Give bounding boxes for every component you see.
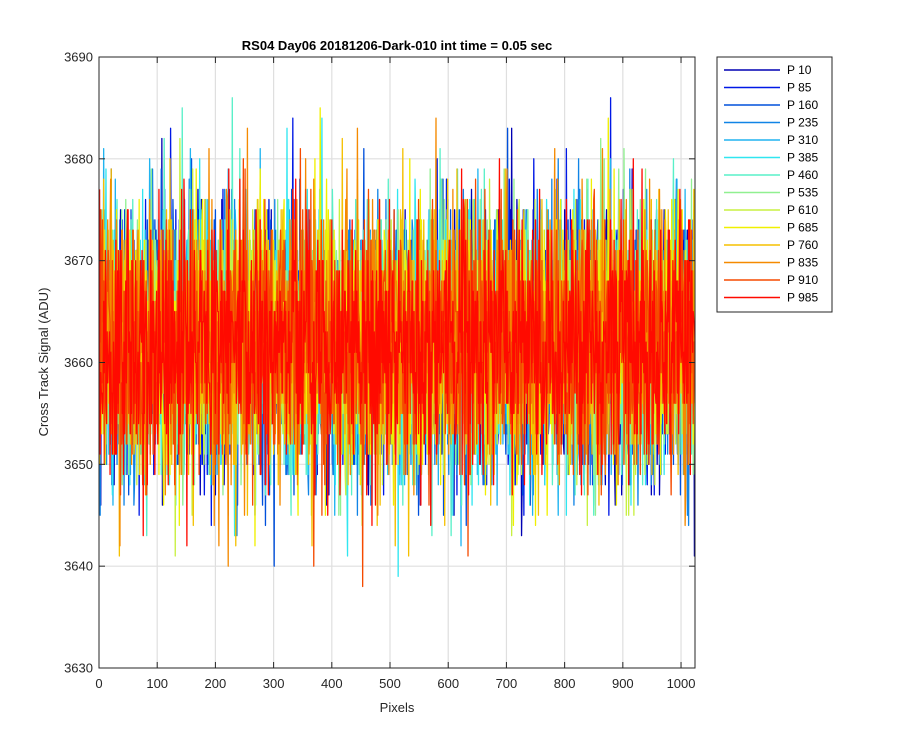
- y-tick-label: 3690: [64, 50, 93, 65]
- legend-entry-p-85: P 85: [724, 81, 812, 95]
- legend-label: P 910: [787, 273, 818, 287]
- x-tick-label: 100: [146, 676, 168, 691]
- legend-label: P 235: [787, 116, 818, 130]
- legend-entry-p-985: P 985: [724, 291, 818, 305]
- legend-label: P 160: [787, 98, 818, 112]
- legend: P 10 P 85 P 160 P 235 P 310 P 385 P 460 P 535 P …: [716, 56, 833, 313]
- x-axis-ticks: 0 100 200 300 400 500 600 700 800 900 1000: [95, 57, 695, 691]
- legend-entry-p-310: P 310: [724, 133, 818, 147]
- legend-label: P 760: [787, 238, 818, 252]
- legend-entry-p-760: P 760: [724, 238, 818, 252]
- legend-entry-p-610: P 610: [724, 203, 818, 217]
- legend-label: P 835: [787, 256, 818, 270]
- legend-label: P 310: [787, 133, 818, 147]
- legend-label: P 85: [787, 81, 812, 95]
- y-tick-label: 3640: [64, 559, 93, 574]
- legend-entry-p-160: P 160: [724, 98, 818, 112]
- y-tick-label: 3670: [64, 253, 93, 268]
- series-line-p-910: [99, 148, 695, 588]
- legend-box: [716, 56, 833, 313]
- legend-entry-p-10: P 10: [724, 63, 812, 77]
- series-line-p-985: [99, 158, 695, 547]
- x-tick-label: 500: [379, 676, 401, 691]
- series-group: [99, 97, 695, 588]
- plot-area: 0 100 200 300 400 500 600 700 800 900 1000 3630 364…: [64, 50, 696, 691]
- x-tick-label: 700: [496, 676, 518, 691]
- y-tick-label: 3660: [64, 355, 93, 370]
- x-tick-label: 600: [437, 676, 459, 691]
- legend-label: P 460: [787, 168, 818, 182]
- legend-label: P 685: [787, 221, 818, 235]
- chart-title: RS04 Day06 20181206-Dark-010 int time = …: [242, 38, 552, 53]
- x-axis-label: Pixels: [380, 700, 415, 715]
- legend-entry-p-535: P 535: [724, 186, 818, 200]
- legend-label: P 985: [787, 291, 818, 305]
- legend-label: P 10: [787, 63, 812, 77]
- y-tick-label: 3680: [64, 151, 93, 166]
- y-tick-label: 3630: [64, 661, 93, 676]
- x-tick-label: 800: [554, 676, 576, 691]
- legend-entry-p-460: P 460: [724, 168, 818, 182]
- legend-entry-p-910: P 910: [724, 273, 818, 287]
- x-tick-label: 900: [612, 676, 634, 691]
- legend-entry-p-835: P 835: [724, 256, 818, 270]
- x-tick-label: 300: [263, 676, 285, 691]
- x-tick-label: 1000: [667, 676, 696, 691]
- x-tick-label: 0: [95, 676, 102, 691]
- legend-label: P 610: [787, 203, 818, 217]
- y-axis-label: Cross Track Signal (ADU): [36, 288, 51, 437]
- y-tick-label: 3650: [64, 457, 93, 472]
- legend-items: P 10 P 85 P 160 P 235 P 310 P 385 P 460 P 535 P …: [724, 63, 818, 305]
- x-tick-label: 400: [321, 676, 343, 691]
- legend-entry-p-235: P 235: [724, 116, 818, 130]
- legend-label: P 385: [787, 151, 818, 165]
- x-tick-label: 200: [205, 676, 227, 691]
- legend-label: P 535: [787, 186, 818, 200]
- legend-entry-p-385: P 385: [724, 151, 818, 165]
- y-axis-ticks: 3630 3640 3650 3660 3670 3680 3690: [64, 50, 695, 676]
- legend-entry-p-685: P 685: [724, 221, 818, 235]
